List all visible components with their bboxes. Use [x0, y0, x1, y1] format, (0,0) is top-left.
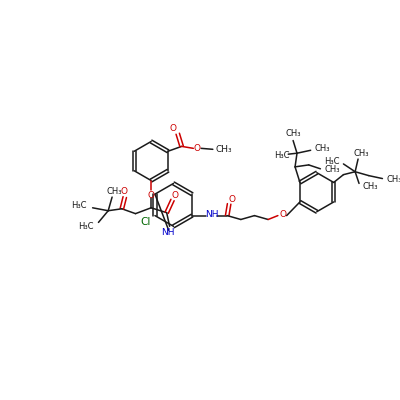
- Text: CH₃: CH₃: [106, 187, 122, 196]
- Text: H₃C: H₃C: [71, 201, 87, 210]
- Text: Cl: Cl: [140, 218, 150, 228]
- Text: O: O: [172, 191, 179, 200]
- Text: O: O: [279, 210, 286, 219]
- Text: CH₃: CH₃: [314, 144, 330, 153]
- Text: CH₃: CH₃: [363, 182, 378, 191]
- Text: O: O: [148, 191, 154, 200]
- Text: CH₃: CH₃: [215, 145, 232, 154]
- Text: NH: NH: [161, 228, 174, 237]
- Text: CH₃: CH₃: [285, 129, 301, 138]
- Text: CH₃: CH₃: [386, 175, 400, 184]
- Text: H₃C: H₃C: [324, 156, 340, 166]
- Text: O: O: [169, 124, 176, 133]
- Text: O: O: [120, 187, 127, 196]
- Text: CH₃: CH₃: [353, 149, 369, 158]
- Text: H₃C: H₃C: [274, 151, 289, 160]
- Text: H₃C: H₃C: [78, 222, 94, 231]
- Text: NH: NH: [205, 210, 218, 219]
- Text: O: O: [194, 144, 201, 153]
- Text: CH₃: CH₃: [324, 165, 340, 174]
- Text: O: O: [228, 194, 236, 204]
